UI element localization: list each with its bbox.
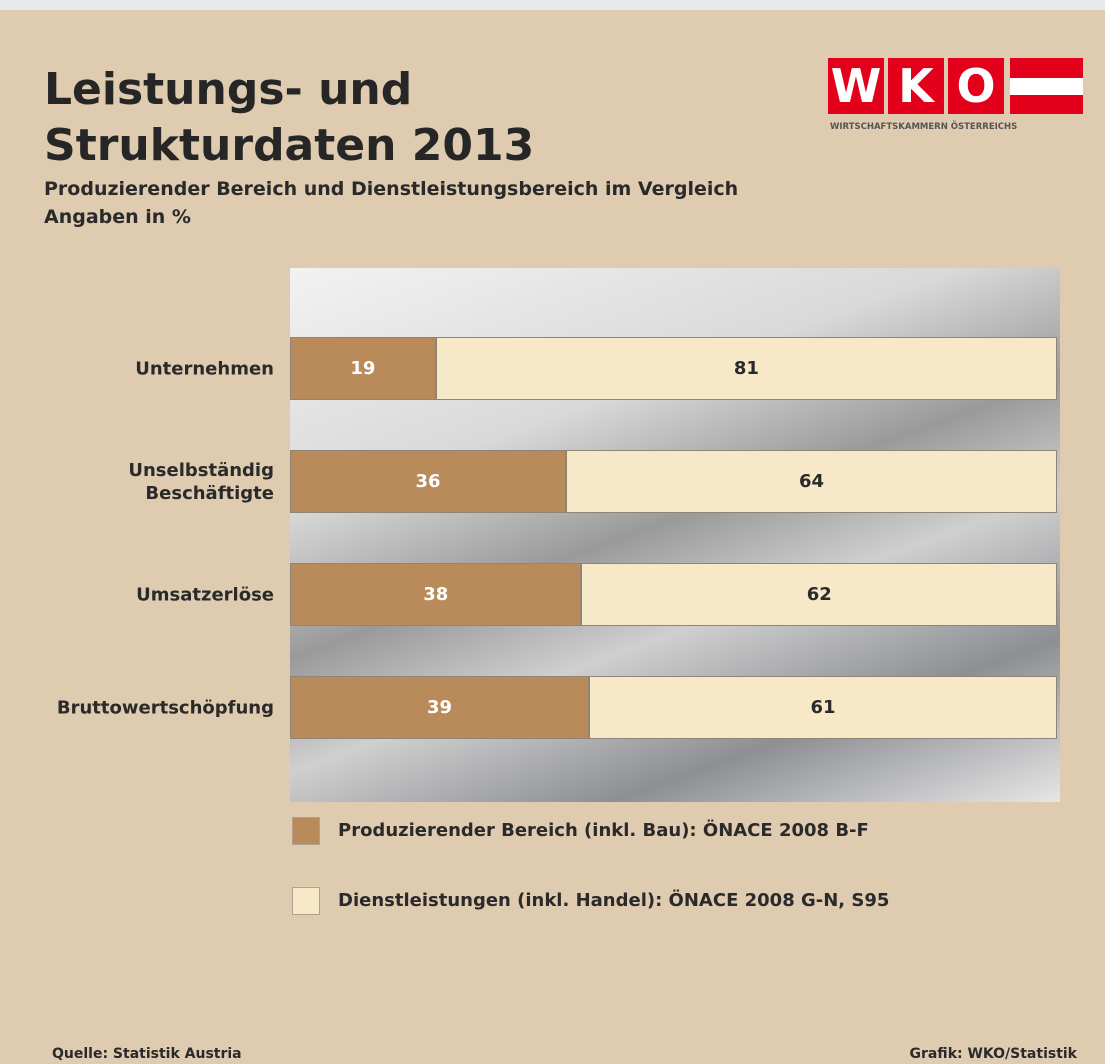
logo-letter: K [888,58,944,114]
top-border [0,0,1105,10]
value-label: 36 [415,471,441,492]
bar-segment: 81 [435,337,1057,400]
title: Leistungs- und Strukturdaten 2013 [44,64,535,171]
category-label: Unselbständig Beschäftigte [128,459,274,504]
value-label: 61 [810,697,836,718]
logo-flag [1010,58,1083,78]
value-label: 38 [423,584,449,605]
category-label: Umsatzerlöse [136,584,274,605]
bar-segment: 64 [566,450,1057,513]
logo-caption: WIRTSCHAFTSKAMMERN ÖSTERREICHS [830,122,1018,132]
note: Angaben in % [44,206,191,228]
logo-letter: W [828,58,884,114]
legend-swatch [292,887,320,915]
value-label: 62 [806,584,832,605]
legend-label: Dienstleistungen (inkl. Handel): ÖNACE 2… [338,890,890,911]
legend-label: Produzierender Bereich (inkl. Bau): ÖNAC… [338,820,869,841]
logo-flag [1010,95,1083,114]
value-label: 81 [733,358,759,379]
category-label: Unternehmen [135,358,274,379]
logo-flag [1010,78,1083,95]
value-label: 64 [799,471,825,492]
value-label: 39 [427,697,453,718]
bar-segment: 62 [581,563,1057,626]
bar-segment: 19 [290,337,436,400]
legend-swatch [292,817,320,845]
bar-segment: 61 [589,676,1057,739]
bar-segment: 36 [290,450,567,513]
logo-letter: O [948,58,1004,114]
value-label: 19 [350,358,376,379]
subtitle: Produzierender Bereich und Dienstleistun… [44,178,739,200]
bar-segment: 38 [290,563,582,626]
category-label: Bruttowertschöpfung [56,697,274,718]
source: Quelle: Statistik Austria [52,1046,242,1062]
credit: Grafik: WKO/Statistik [909,1046,1077,1062]
bar-segment: 39 [290,676,590,739]
